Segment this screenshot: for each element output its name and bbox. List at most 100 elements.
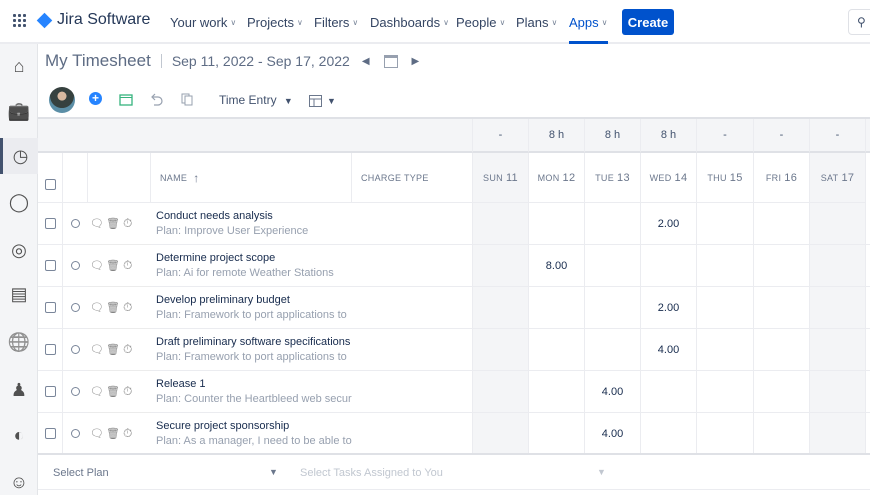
hours-cell[interactable] [473,371,529,413]
trash-icon[interactable]: 🗑 [105,386,120,398]
hours-cell[interactable] [754,287,810,329]
row-checkbox[interactable] [45,260,56,271]
row-checkbox[interactable] [45,386,56,397]
sort-ascending-icon[interactable]: ↑ [193,170,200,185]
hours-cell[interactable] [529,329,585,371]
timer-icon[interactable]: ⏱ [122,426,133,440]
task-name[interactable]: Release 1 [156,378,206,390]
sidebar-item-report[interactable]: ▤ [0,276,38,312]
hours-cell[interactable] [473,329,529,371]
avatar[interactable] [49,87,75,113]
row-checkbox[interactable] [45,344,56,355]
task-name[interactable]: Determine project scope [156,252,276,264]
status-circle-icon[interactable] [71,345,80,354]
status-circle-icon[interactable] [71,219,80,228]
hours-cell[interactable] [810,413,866,455]
copy-icon[interactable] [181,93,194,106]
name-header[interactable]: NAME ↑ [151,153,352,203]
select-all-checkbox[interactable] [45,179,56,190]
sidebar-item-team[interactable]: ♟ [0,372,38,408]
trash-icon[interactable]: 🗑 [105,344,120,356]
hours-cell[interactable] [473,413,529,455]
hours-cell[interactable] [585,329,641,371]
task-name[interactable]: Draft preliminary software specification… [156,336,351,348]
nav-people[interactable]: People ∨ [456,0,505,44]
hours-cell[interactable] [754,245,810,287]
calendar-add-icon[interactable] [119,93,133,106]
layout-selector[interactable]: ▼ [309,94,336,112]
sidebar-item-globe[interactable]: 🌐 [0,324,38,360]
timer-icon[interactable]: ⏱ [122,258,133,272]
comment-icon[interactable]: 🗨 [90,302,104,314]
task-name-cell[interactable]: Draft preliminary software specification… [151,329,352,371]
next-week-icon[interactable]: ▶ [411,55,420,67]
comment-icon[interactable]: 🗨 [90,218,104,230]
sidebar-item-target[interactable]: ◎ [0,232,38,268]
hours-cell[interactable] [754,329,810,371]
hours-cell[interactable]: 4.00 [641,329,697,371]
row-checkbox[interactable] [45,218,56,229]
hours-cell[interactable]: 8.00 [529,245,585,287]
select-plan-dropdown[interactable]: Select Plan [53,467,109,479]
timer-icon[interactable]: ⏱ [122,216,133,230]
nav-filters[interactable]: Filters ∨ [314,0,358,44]
task-name[interactable]: Conduct needs analysis [156,210,273,222]
caret-down-icon[interactable]: ▼ [597,467,606,477]
hours-cell[interactable] [585,245,641,287]
timer-icon[interactable]: ⏱ [122,384,133,398]
add-icon[interactable]: + [89,92,102,105]
sidebar-item-briefcase[interactable]: 💼 [0,93,38,129]
hours-cell[interactable] [585,287,641,329]
hours-cell[interactable] [697,413,754,455]
create-button[interactable]: Create [622,9,674,35]
status-circle-icon[interactable] [71,429,80,438]
prev-week-icon[interactable]: ◀ [361,55,370,67]
caret-down-icon[interactable]: ▼ [269,467,278,477]
comment-icon[interactable]: 🗨 [90,260,104,272]
task-name-cell[interactable]: Conduct needs analysis Plan: Improve User… [151,203,352,245]
hours-cell[interactable]: 4.00 [585,413,641,455]
hours-cell[interactable] [697,371,754,413]
hours-cell[interactable] [754,413,810,455]
hours-cell[interactable] [810,371,866,413]
task-name-cell[interactable]: Release 1 Plan: Counter the Heartbleed we… [151,371,352,413]
status-circle-icon[interactable] [71,261,80,270]
hours-cell[interactable] [810,245,866,287]
hours-cell[interactable] [810,287,866,329]
hours-cell[interactable] [641,371,697,413]
comment-icon[interactable]: 🗨 [90,386,104,398]
comment-icon[interactable]: 🗨 [90,428,104,440]
hours-cell[interactable]: 2.00 [641,203,697,245]
timer-icon[interactable]: ⏱ [122,300,133,314]
sidebar-item-timesheet-clock[interactable]: ◷ [0,138,38,174]
hours-cell[interactable] [529,287,585,329]
hours-cell[interactable] [529,413,585,455]
sidebar-item-home[interactable]: ⌂ [0,48,38,84]
nav-your-work[interactable]: Your work ∨ [170,0,236,44]
row-checkbox[interactable] [45,428,56,439]
hours-cell[interactable] [697,245,754,287]
view-selector[interactable]: Time Entry ▼ [219,93,293,107]
trash-icon[interactable]: 🗑 [105,260,120,272]
hours-cell[interactable] [697,329,754,371]
hours-cell[interactable] [754,371,810,413]
undo-icon[interactable] [150,93,163,106]
sidebar-item-portfolio-report[interactable]: ◐ [0,417,38,453]
task-name-cell[interactable]: Determine project scope Plan: Ai for remo… [151,245,352,287]
hours-cell[interactable] [529,371,585,413]
hours-cell[interactable] [641,245,697,287]
hours-cell[interactable] [754,203,810,245]
app-switcher-icon[interactable] [13,14,27,28]
sidebar-item-lightbulb[interactable]: ◯ [0,184,38,220]
task-name[interactable]: Develop preliminary budget [156,294,290,306]
hours-cell[interactable] [810,329,866,371]
nav-dashboards[interactable]: Dashboards ∨ [370,0,449,44]
hours-cell[interactable] [641,413,697,455]
trash-icon[interactable]: 🗑 [105,302,120,314]
hours-cell[interactable] [697,203,754,245]
jira-logo[interactable]: Jira Software [36,11,150,29]
charge-type-header[interactable]: CHARGE TYPE [352,153,473,203]
task-name-cell[interactable]: Secure project sponsorship Plan: As a man… [151,413,352,455]
status-circle-icon[interactable] [71,303,80,312]
search-icon[interactable]: ⚲ [848,9,870,35]
